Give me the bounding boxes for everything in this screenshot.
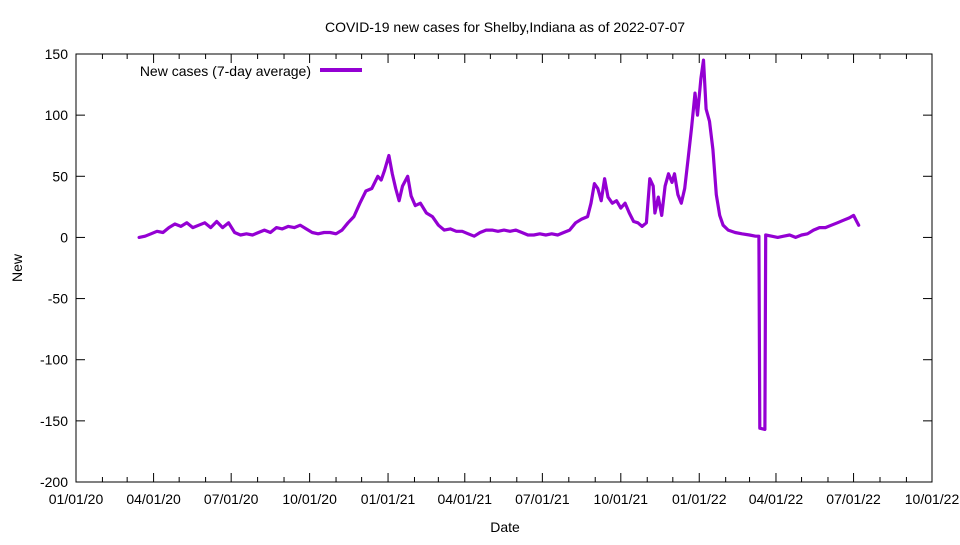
x-tick-label: 10/01/20	[282, 491, 337, 507]
y-tick-label: -200	[40, 474, 68, 490]
y-tick-label: -50	[48, 291, 68, 307]
legend-label: New cases (7-day average)	[140, 63, 311, 79]
x-axis-label: Date	[490, 519, 520, 535]
x-tick-label: 01/01/20	[49, 491, 104, 507]
plot-frame	[75, 53, 933, 483]
x-tick-label: 07/01/21	[515, 491, 570, 507]
y-tick-label: 150	[45, 46, 69, 62]
series-line	[137, 58, 861, 431]
y-tick-label: 0	[60, 229, 68, 245]
x-tick-label: 10/01/21	[594, 491, 649, 507]
y-tick-label: 100	[45, 107, 69, 123]
x-tick-label: 04/01/20	[126, 491, 181, 507]
series-layer	[137, 58, 861, 431]
x-tick-label: 07/01/20	[204, 491, 259, 507]
chart-title: COVID-19 new cases for Shelby,Indiana as…	[325, 19, 685, 35]
ticks-layer: -200 -150 -100 -50 0 50 100 150 01/01/20 04/01/20…	[40, 46, 959, 507]
y-axis-label: New	[9, 253, 25, 282]
x-tick-label: 10/01/22	[905, 491, 960, 507]
x-tick-label: 01/01/22	[672, 491, 727, 507]
y-tick-label: -150	[40, 413, 68, 429]
x-tick-label: 04/01/22	[749, 491, 804, 507]
x-tick-label: 07/01/22	[826, 491, 881, 507]
x-tick-label: 01/01/21	[361, 491, 416, 507]
legend: New cases (7-day average)	[140, 63, 362, 79]
y-tick-label: 50	[52, 168, 68, 184]
x-tick-label: 04/01/21	[438, 491, 493, 507]
y-tick-label: -100	[40, 352, 68, 368]
